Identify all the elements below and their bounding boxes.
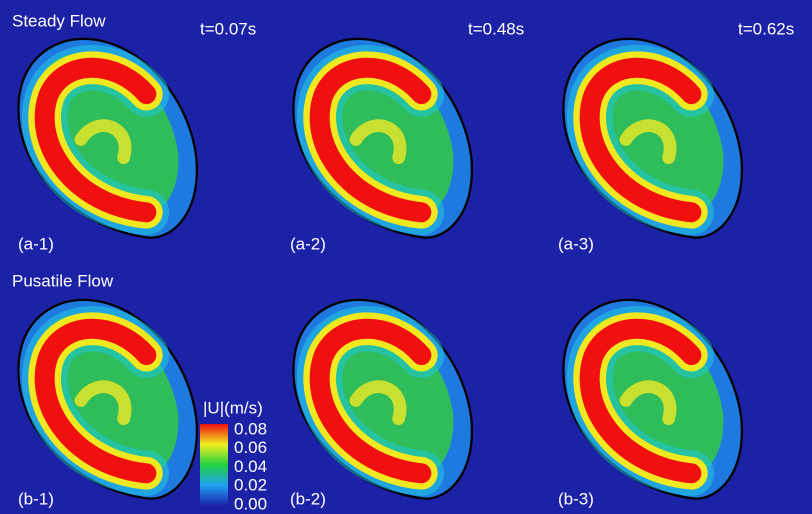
row-title: Pusatile Flow (12, 271, 114, 290)
panel-label: (a-1) (18, 234, 54, 253)
colorbar-tick-label: 0.06 (234, 438, 267, 457)
panel-label: (b-2) (290, 489, 326, 508)
panel-label: (a-2) (290, 234, 326, 253)
panel-label: (b-3) (558, 489, 594, 508)
colorbar-tick-label: 0.08 (234, 419, 267, 438)
figure: Steady Flow t=0.07s t=0.48s t=0.62s (a-1… (0, 0, 812, 514)
panel-label: (b-1) (18, 489, 54, 508)
colorbar-tick-label: 0.00 (234, 494, 267, 513)
colorbar (200, 424, 228, 506)
colorbar-title: |U|(m/s) (203, 398, 263, 417)
row-title: Steady Flow (12, 11, 106, 30)
colorbar-tick-label: 0.04 (234, 457, 267, 476)
page: Steady Flow t=0.07s t=0.48s t=0.62s (a-1… (0, 0, 812, 514)
colorbar-tick-label: 0.02 (234, 476, 267, 495)
time-label: t=0.48s (468, 19, 524, 38)
time-label: t=0.62s (738, 19, 794, 38)
panel-label: (a-3) (558, 234, 594, 253)
colorbar-ticks: 0.080.060.040.020.00 (234, 419, 267, 513)
time-label: t=0.07s (200, 19, 256, 38)
